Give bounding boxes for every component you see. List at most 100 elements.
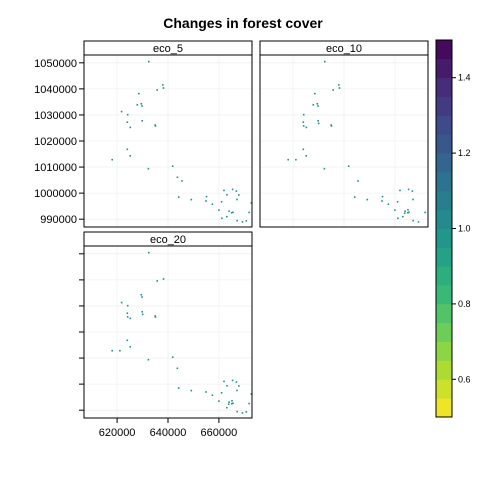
forest-cell — [250, 393, 253, 395]
forest-cell — [317, 120, 319, 122]
forest-cell — [154, 316, 157, 318]
colorbar-tick-label: 1.2 — [458, 148, 471, 158]
forest-cell — [148, 60, 150, 63]
forest-cell — [245, 411, 248, 413]
colorbar-step — [436, 58, 452, 79]
forest-cell — [190, 198, 193, 201]
colorbar-step — [436, 285, 452, 305]
forest-cell — [205, 195, 208, 198]
forest-cell — [231, 188, 234, 191]
colorbar-tick-label: 1.4 — [458, 73, 471, 83]
colorbar-step — [436, 77, 452, 97]
forest-cell — [226, 385, 228, 387]
colorbar-step — [436, 171, 452, 192]
y-tick-label: 1010000 — [34, 162, 77, 174]
forest-cell — [347, 165, 350, 167]
panel-title: eco_10 — [326, 43, 362, 55]
forest-cell — [226, 406, 228, 409]
forest-cell — [156, 280, 158, 282]
forest-cell — [126, 339, 129, 342]
forest-cell — [147, 167, 150, 170]
forest-cell — [171, 165, 174, 167]
forest-cell — [177, 196, 180, 198]
forest-cell — [411, 190, 414, 192]
forest-cell — [397, 217, 399, 220]
forest-cell — [129, 126, 132, 129]
forest-cell — [312, 104, 315, 106]
forest-cell — [236, 410, 238, 413]
forest-cell — [302, 113, 305, 116]
forest-cell — [120, 301, 123, 304]
forest-cell — [232, 402, 234, 405]
forest-cell — [162, 87, 165, 89]
forest-cell — [126, 312, 129, 314]
forest-cell — [317, 105, 319, 107]
forest-cell — [295, 158, 297, 161]
y-tick-label: 1020000 — [34, 136, 77, 148]
forest-cells — [111, 60, 253, 223]
forest-cell — [147, 358, 150, 361]
panel-title: eco_5 — [153, 43, 183, 55]
forest-cell — [176, 367, 179, 370]
forest-cell — [302, 121, 305, 123]
colorbar-step — [436, 398, 452, 418]
forest-cell — [394, 209, 396, 211]
forest-cell — [305, 126, 308, 129]
forest-cell — [218, 400, 220, 402]
forest-cell — [412, 219, 414, 222]
forest-cell — [408, 211, 410, 214]
forest-cell — [119, 349, 121, 352]
forest-cell — [330, 125, 333, 127]
forest-cell — [404, 210, 406, 212]
colorbar-step — [436, 341, 452, 361]
forest-cell — [230, 211, 233, 214]
forest-cell — [324, 60, 326, 63]
panel-title: eco_20 — [150, 234, 186, 246]
forest-cell — [302, 148, 305, 151]
forest-cell — [126, 113, 129, 116]
forest-cell — [407, 188, 410, 191]
forest-cell — [129, 155, 131, 157]
forest-cell — [406, 211, 409, 214]
forest-cell — [338, 87, 341, 89]
forest-cell — [223, 189, 225, 192]
forest-cell — [230, 402, 233, 405]
colorbar-step — [436, 134, 452, 154]
colorbar-step — [436, 153, 452, 173]
forest-cell — [396, 201, 399, 203]
forest-cell — [138, 92, 140, 95]
forest-cell — [250, 202, 253, 204]
forest-cell — [238, 385, 240, 387]
panel-eco_20: eco_20 — [83, 231, 253, 419]
forest-cell — [248, 402, 250, 405]
colorbar-tick-label: 1.0 — [458, 224, 471, 234]
forest-cell — [236, 219, 238, 222]
forest-cell — [226, 215, 228, 218]
y-tick-label: 990000 — [40, 214, 77, 226]
forest-cell — [141, 296, 143, 298]
forest-cell — [220, 201, 223, 203]
forest-cell — [232, 211, 234, 214]
forest-cell — [181, 180, 183, 182]
forest-cell — [227, 403, 230, 405]
colorbar-step — [436, 360, 452, 380]
forest-cell — [338, 84, 340, 86]
x-tick-label: 620000 — [99, 427, 136, 439]
forest-cell — [156, 89, 158, 91]
forest-cell — [120, 110, 123, 113]
forest-cell — [226, 194, 228, 196]
forest-cell — [228, 401, 230, 403]
forest-cell — [403, 212, 406, 214]
forest-cell — [287, 158, 289, 161]
forest-cell — [154, 125, 157, 127]
forest-cell — [129, 317, 132, 320]
panel-eco_5: eco_5 — [83, 40, 253, 228]
colorbar: 0.6 0.8 1.0 1.2 1.4 — [435, 39, 471, 418]
forest-cell — [317, 122, 320, 125]
forest-cell — [235, 381, 238, 383]
colorbar-step — [436, 40, 452, 60]
y-tick-label: 1000000 — [34, 188, 77, 200]
forest-cell — [141, 120, 143, 122]
forest-cell — [111, 158, 113, 161]
